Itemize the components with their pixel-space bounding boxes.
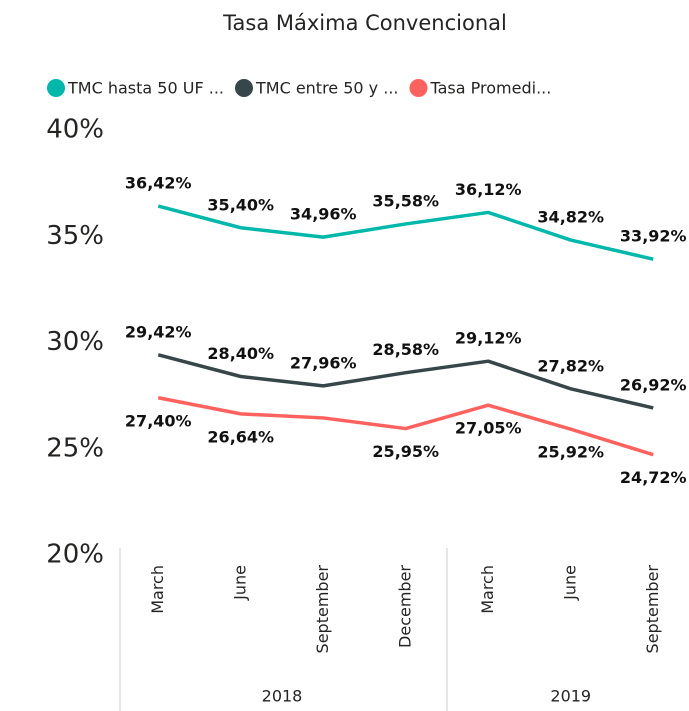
data-label: 34,96% <box>290 205 357 224</box>
group-label: 2018 <box>262 687 303 706</box>
data-label: 34,82% <box>537 208 604 227</box>
x-tick-label: September <box>313 565 332 654</box>
data-label: 33,92% <box>620 227 687 246</box>
group-label: 2019 <box>550 687 591 706</box>
data-label: 27,96% <box>290 353 357 372</box>
data-label: 29,42% <box>125 322 192 341</box>
chart-title: Tasa Máxima Convencional <box>222 11 507 35</box>
data-label: 27,82% <box>537 356 604 375</box>
data-label: 28,40% <box>207 344 274 363</box>
series-line <box>157 396 654 457</box>
x-tick-label: September <box>643 565 662 654</box>
x-tick-label: June <box>230 565 249 601</box>
x-tick-label: June <box>560 565 579 601</box>
data-label: 28,58% <box>372 340 439 359</box>
data-label: 29,12% <box>455 329 522 348</box>
data-label: 35,40% <box>207 195 274 214</box>
legend-swatch <box>234 79 253 97</box>
data-label: 27,40% <box>125 411 192 430</box>
data-label: 27,05% <box>455 419 522 438</box>
series-line <box>157 353 654 410</box>
y-tick-label: 20% <box>46 540 104 570</box>
x-tick-label: March <box>478 565 497 614</box>
data-label: 36,12% <box>455 180 522 199</box>
data-label: 36,42% <box>125 174 192 193</box>
y-tick-label: 35% <box>46 221 104 251</box>
y-tick-label: 30% <box>46 327 104 357</box>
data-label: 25,95% <box>372 442 439 461</box>
legend-label: Tasa Promedi... <box>430 79 552 98</box>
data-label: 26,92% <box>620 375 687 394</box>
legend-swatch <box>409 79 428 97</box>
x-tick-label: December <box>395 565 414 648</box>
legend-label: TMC entre 50 y ... <box>255 79 399 98</box>
data-label: 26,64% <box>207 427 274 446</box>
y-tick-label: 40% <box>46 115 104 145</box>
y-tick-label: 25% <box>46 433 104 463</box>
legend-swatch <box>47 79 65 97</box>
data-label: 35,58% <box>372 191 439 210</box>
data-label: 25,92% <box>537 443 604 462</box>
series-line <box>157 204 654 261</box>
x-tick-label: March <box>148 565 167 614</box>
legend-label: TMC hasta 50 UF ... <box>67 79 224 98</box>
data-label: 24,72% <box>620 468 687 487</box>
